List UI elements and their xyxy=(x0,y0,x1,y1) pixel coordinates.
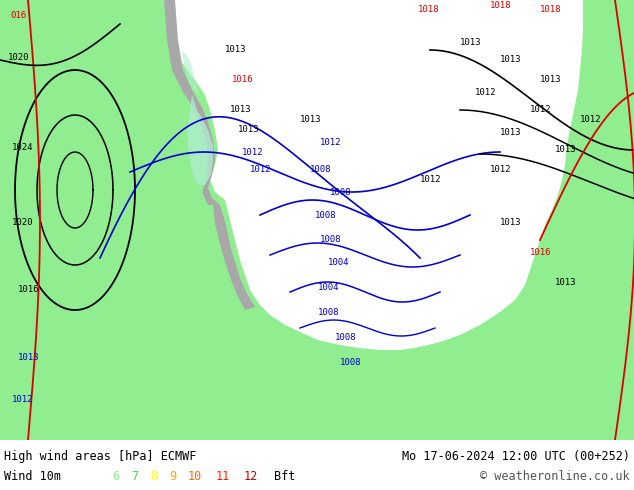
Text: 8: 8 xyxy=(150,470,157,483)
Text: 1012: 1012 xyxy=(250,165,271,174)
Text: 1008: 1008 xyxy=(330,188,351,197)
Text: 1008: 1008 xyxy=(310,165,332,174)
Text: 1008: 1008 xyxy=(335,333,356,342)
Text: 1013: 1013 xyxy=(18,353,39,362)
Text: 1013: 1013 xyxy=(500,128,522,137)
Text: 6: 6 xyxy=(112,470,119,483)
Text: 1013: 1013 xyxy=(300,115,321,124)
Text: 1016: 1016 xyxy=(530,248,552,257)
Text: 7: 7 xyxy=(131,470,138,483)
Text: © weatheronline.co.uk: © weatheronline.co.uk xyxy=(481,470,630,483)
Polygon shape xyxy=(164,0,220,205)
Text: 1012: 1012 xyxy=(420,175,441,184)
Text: 1013: 1013 xyxy=(238,125,259,134)
Text: 1012: 1012 xyxy=(320,138,342,147)
Text: 1016: 1016 xyxy=(18,285,39,294)
Text: 1013: 1013 xyxy=(500,218,522,227)
Text: 1013: 1013 xyxy=(555,278,576,287)
Text: 12: 12 xyxy=(244,470,258,483)
Text: 1020: 1020 xyxy=(12,218,34,227)
Text: 1008: 1008 xyxy=(315,211,337,220)
Text: 1012: 1012 xyxy=(12,395,34,404)
Text: 1008: 1008 xyxy=(340,358,361,367)
Text: 1013: 1013 xyxy=(540,75,562,84)
Text: 1012: 1012 xyxy=(242,148,264,157)
Text: 1018: 1018 xyxy=(540,5,562,14)
Text: 1004: 1004 xyxy=(318,283,339,292)
Text: 9: 9 xyxy=(169,470,176,483)
Text: Wind 10m: Wind 10m xyxy=(4,470,61,483)
Polygon shape xyxy=(0,0,634,440)
Text: Mo 17-06-2024 12:00 UTC (00+252): Mo 17-06-2024 12:00 UTC (00+252) xyxy=(402,450,630,463)
Text: 1013: 1013 xyxy=(555,145,576,154)
Text: Bft: Bft xyxy=(274,470,295,483)
Text: 1018: 1018 xyxy=(418,5,439,14)
Text: 1012: 1012 xyxy=(490,165,512,174)
Text: 1008: 1008 xyxy=(320,235,342,244)
Text: 1013: 1013 xyxy=(500,55,522,64)
Text: 1020: 1020 xyxy=(8,53,30,62)
Text: 016: 016 xyxy=(10,11,26,20)
Text: 10: 10 xyxy=(188,470,202,483)
Text: 1018: 1018 xyxy=(490,1,512,10)
Text: 1004: 1004 xyxy=(328,258,349,267)
Text: 1016: 1016 xyxy=(232,75,254,84)
Text: 11: 11 xyxy=(216,470,230,483)
Text: 1013: 1013 xyxy=(230,105,252,114)
Polygon shape xyxy=(182,50,200,95)
Text: 1012: 1012 xyxy=(530,105,552,114)
Text: 1024: 1024 xyxy=(12,143,34,152)
Text: High wind areas [hPa] ECMWF: High wind areas [hPa] ECMWF xyxy=(4,450,197,463)
Text: 1013: 1013 xyxy=(225,45,247,54)
Polygon shape xyxy=(188,95,213,185)
Text: 1008: 1008 xyxy=(318,308,339,317)
Polygon shape xyxy=(155,0,255,308)
Text: 1012: 1012 xyxy=(580,115,602,124)
Polygon shape xyxy=(213,204,255,310)
Text: 1013: 1013 xyxy=(460,38,481,47)
Text: 1012: 1012 xyxy=(475,88,496,97)
